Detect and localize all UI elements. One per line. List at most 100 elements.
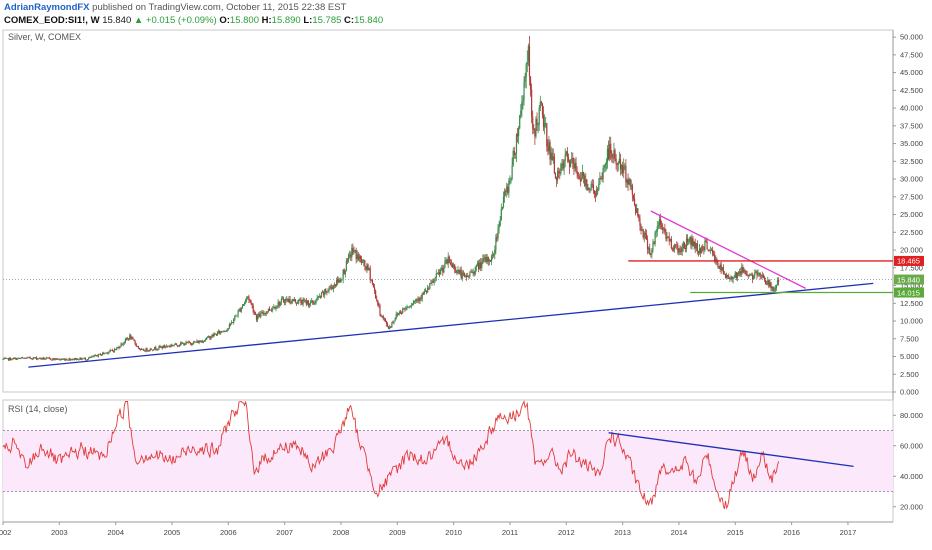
- candle-body: [646, 239, 649, 250]
- candle-body: [133, 339, 135, 342]
- candle-body: [60, 359, 63, 361]
- candle-body: [752, 275, 754, 280]
- candle-body: [759, 272, 761, 276]
- candle-body: [733, 277, 735, 279]
- candle-body: [428, 287, 430, 289]
- candle-body: [239, 309, 241, 312]
- candle-body: [394, 318, 396, 321]
- candle-body: [438, 272, 441, 275]
- candle-body: [594, 194, 597, 196]
- candle-body: [641, 229, 643, 231]
- candle-body: [235, 315, 237, 317]
- candle-body: [722, 267, 724, 274]
- candle-body: [353, 250, 355, 252]
- candle-body: [602, 167, 604, 179]
- candle-body: [618, 158, 620, 163]
- candle-body: [365, 266, 367, 270]
- candle-body: [177, 345, 180, 347]
- candle-body: [122, 343, 124, 345]
- candle-body: [487, 256, 489, 262]
- candle-body: [464, 275, 467, 277]
- candle-body: [408, 307, 410, 309]
- candle-body: [774, 288, 776, 291]
- candle-body: [446, 260, 448, 264]
- candle-body: [165, 345, 168, 347]
- candle-body: [63, 358, 65, 360]
- candle-body: [206, 337, 208, 340]
- candle-body: [694, 241, 696, 249]
- candle-body: [623, 165, 625, 174]
- candle-body: [527, 45, 529, 63]
- candle-body: [607, 148, 610, 159]
- candle-body: [187, 341, 189, 343]
- candle-body: [561, 163, 563, 165]
- candle-body: [755, 271, 757, 273]
- candle-body: [306, 301, 308, 305]
- candle-body: [603, 167, 605, 169]
- candle-body: [271, 309, 273, 311]
- candle-body: [397, 313, 399, 315]
- candle-body: [737, 273, 740, 274]
- author-name[interactable]: AdrianRaymondFX: [4, 2, 90, 13]
- candle-body: [7, 357, 10, 361]
- candle-body: [80, 357, 82, 360]
- candle-body: [327, 290, 329, 293]
- candle-body: [175, 343, 177, 345]
- rsi-pane[interactable]: RSI (14, close) 20.000 40.000 60.000 80.000: [2, 399, 923, 523]
- candle-body: [506, 186, 508, 192]
- candle-body: [497, 227, 499, 239]
- candle-body: [638, 216, 640, 219]
- candle-body: [679, 248, 681, 251]
- candle-body: [393, 320, 395, 323]
- candle-body: [740, 271, 742, 275]
- support-price-tag: [894, 287, 924, 298]
- candles: [2, 35, 780, 362]
- candle-body: [352, 248, 354, 252]
- candle-body: [588, 187, 590, 190]
- candle-body: [598, 184, 600, 190]
- candle-body: [148, 350, 150, 352]
- candle-body: [106, 352, 108, 354]
- candle-body: [717, 263, 719, 267]
- candle-body: [260, 313, 262, 317]
- candle-body: [597, 189, 599, 190]
- candle-body: [233, 319, 235, 323]
- candle-body: [512, 150, 514, 166]
- candle-body: [547, 146, 549, 152]
- candle-body: [78, 359, 80, 361]
- candle-body: [47, 357, 50, 359]
- candle-body: [742, 266, 744, 273]
- candle-body: [82, 358, 84, 360]
- candle-body: [558, 170, 560, 173]
- candle-body: [273, 306, 275, 308]
- candle-body: [360, 258, 363, 263]
- candle-body: [445, 260, 447, 262]
- candle-body: [688, 241, 690, 243]
- candle-body: [533, 128, 535, 131]
- candle-body: [705, 240, 707, 242]
- candle-body: [178, 345, 181, 347]
- candle-body: [27, 357, 29, 359]
- candle-body: [600, 177, 602, 179]
- candle-body: [5, 358, 7, 359]
- candle-body: [103, 352, 105, 354]
- candle-body: [757, 273, 759, 276]
- time-axis-label: 2008: [333, 528, 350, 537]
- price-pane[interactable]: Silver, W, COMEX 0.000 2.500 5.000 7.500 10.0…: [2, 29, 924, 522]
- candle-body: [482, 258, 484, 262]
- candle-body: [193, 341, 195, 345]
- candle-body: [574, 162, 576, 169]
- candle-body: [664, 228, 666, 233]
- candle-body: [453, 264, 455, 268]
- candle-body: [563, 160, 565, 169]
- candle-body: [739, 271, 741, 274]
- candle-body: [585, 179, 587, 187]
- candle-body: [102, 352, 104, 355]
- candle-body: [392, 322, 394, 324]
- candle-body: [383, 318, 385, 320]
- candle-body: [687, 238, 689, 242]
- time-axis[interactable]: 2002 2003 2004 2005 2006 2007 2008 2009 2010 2011…: [0, 521, 893, 537]
- candle-body: [714, 254, 716, 262]
- candle-body: [772, 286, 774, 291]
